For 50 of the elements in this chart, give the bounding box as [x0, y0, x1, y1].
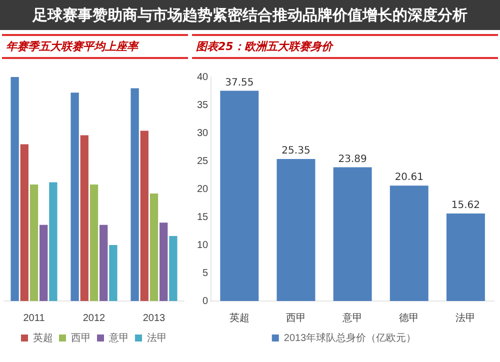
bar: [80, 135, 88, 301]
x-tick-label: 英超: [229, 312, 250, 324]
data-label: 15.62: [451, 200, 480, 212]
y-tick-label: 30: [197, 128, 209, 139]
y-tick-label: 15: [197, 212, 209, 223]
x-tick-label: 西甲: [286, 312, 306, 324]
x-tick-label: 2013: [142, 312, 166, 324]
x-tick-label: 2011: [23, 312, 46, 324]
data-label: 25.35: [282, 146, 310, 157]
y-tick-label: 0: [202, 296, 209, 307]
bar: [130, 88, 139, 301]
bar: [10, 77, 19, 301]
legend-label: 英超: [33, 332, 53, 344]
bar: [40, 224, 48, 301]
bar: [333, 167, 372, 301]
data-label: 37.55: [225, 77, 254, 88]
legend-label: 法甲: [147, 332, 167, 344]
bar: [276, 159, 316, 301]
bar: [109, 245, 118, 301]
bar: [220, 90, 259, 301]
bar: [150, 193, 158, 301]
y-tick-label: 40: [197, 72, 209, 83]
bar: [90, 184, 98, 301]
x-tick-label: 法甲: [456, 312, 476, 324]
bar: [20, 144, 28, 301]
legend-label: 意甲: [108, 332, 129, 344]
y-tick-label: 5: [202, 268, 209, 279]
text: 足球赛事赞助商与市场趋势紧密结合推动品牌价值增长的深度分析: [0, 0, 500, 30]
x-tick-label: 意甲: [342, 312, 363, 324]
y-tick-label: 25: [197, 156, 209, 167]
y-tick-label: 10: [197, 240, 209, 251]
bar: [70, 92, 79, 301]
bar: [140, 130, 148, 301]
legend-label: 2013年球队总身价（亿欧元）: [284, 332, 416, 344]
legend-label: 西甲: [71, 332, 91, 344]
y-tick-label: 35: [197, 100, 209, 111]
chart-title: 图表25：欧洲五大联赛身价: [192, 34, 498, 59]
x-tick-label: 2012: [82, 312, 106, 324]
data-label: 23.89: [338, 154, 367, 165]
y-tick-label: 20: [197, 184, 209, 195]
bar: [30, 184, 38, 301]
bar: [100, 224, 108, 301]
bar: [49, 182, 58, 301]
bar: [169, 236, 178, 301]
bar: [390, 186, 428, 301]
bar: [446, 214, 485, 301]
bar: [160, 222, 168, 301]
data-label: 20.61: [394, 172, 424, 184]
chart-title: 年赛季五大联赛平均上座率: [2, 34, 188, 59]
x-tick-label: 德甲: [399, 312, 420, 324]
